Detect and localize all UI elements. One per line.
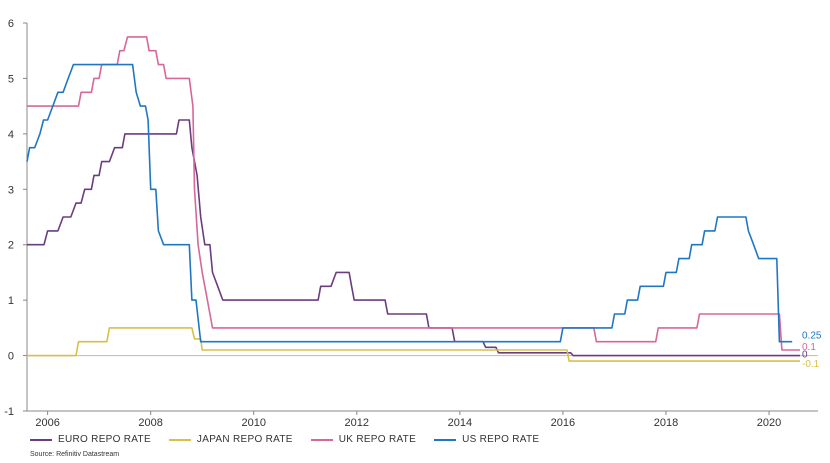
- chart-series: [26, 36, 800, 362]
- y-tick-label: 1: [8, 295, 14, 307]
- end-value-label: 0: [802, 350, 808, 361]
- y-tick-label: 6: [8, 18, 14, 30]
- x-tick-label: 2006: [35, 417, 59, 429]
- y-tick-label: 2: [8, 240, 14, 252]
- y-tick-label: 5: [8, 73, 14, 85]
- y-tick-label: -1: [4, 406, 14, 418]
- legend-item: EURO REPO RATE: [30, 434, 151, 445]
- end-value-label: -0.1: [802, 359, 820, 370]
- chart-end-labels: 0-0.1 0.10.25: [802, 331, 822, 370]
- x-tick-label: 2012: [345, 417, 369, 429]
- x-tick-label: 2010: [241, 417, 265, 429]
- x-tick-label: 2008: [138, 417, 162, 429]
- end-value-label: 0.25: [802, 331, 822, 342]
- x-tick-label: 2016: [551, 417, 575, 429]
- chart-legend: EURO REPO RATE JAPAN REPO RATE UK REPO RAT…: [30, 434, 557, 445]
- x-tick-label: 2018: [654, 417, 678, 429]
- end-value-label: 0.1: [802, 342, 816, 353]
- legend-swatch: [310, 438, 333, 441]
- series-line-japan-repo-rate: [27, 327, 800, 362]
- legend-item: UK REPO RATE: [310, 434, 417, 445]
- series-line-euro-repo-rate: [27, 119, 800, 357]
- source-note: Source: Refinitiv Datastream: [30, 451, 120, 458]
- legend-label: EURO REPO RATE: [58, 434, 151, 445]
- legend-swatch: [168, 438, 191, 441]
- legend-label: UK REPO RATE: [338, 434, 417, 445]
- legend-label: US REPO RATE: [462, 434, 540, 445]
- y-tick-label: 0: [8, 351, 14, 363]
- legend-item: US REPO RATE: [434, 434, 539, 445]
- chart-axes: -1 0 1 2 3 4 5 6 2006 2008 2010 2012 2014 2016 2018 202…: [4, 18, 818, 429]
- legend-swatch: [434, 438, 457, 441]
- legend-item: JAPAN REPO RATE: [168, 434, 293, 445]
- y-tick-label: 4: [8, 129, 14, 141]
- legend-swatch: [30, 438, 52, 441]
- x-tick-label: 2020: [757, 417, 781, 429]
- series-line-uk-repo-rate: [27, 36, 800, 351]
- y-tick-label: 3: [8, 184, 14, 196]
- series-line-us-repo-rate: [26, 63, 793, 343]
- x-tick-label: 2014: [448, 417, 472, 429]
- legend-label: JAPAN REPO RATE: [196, 434, 293, 445]
